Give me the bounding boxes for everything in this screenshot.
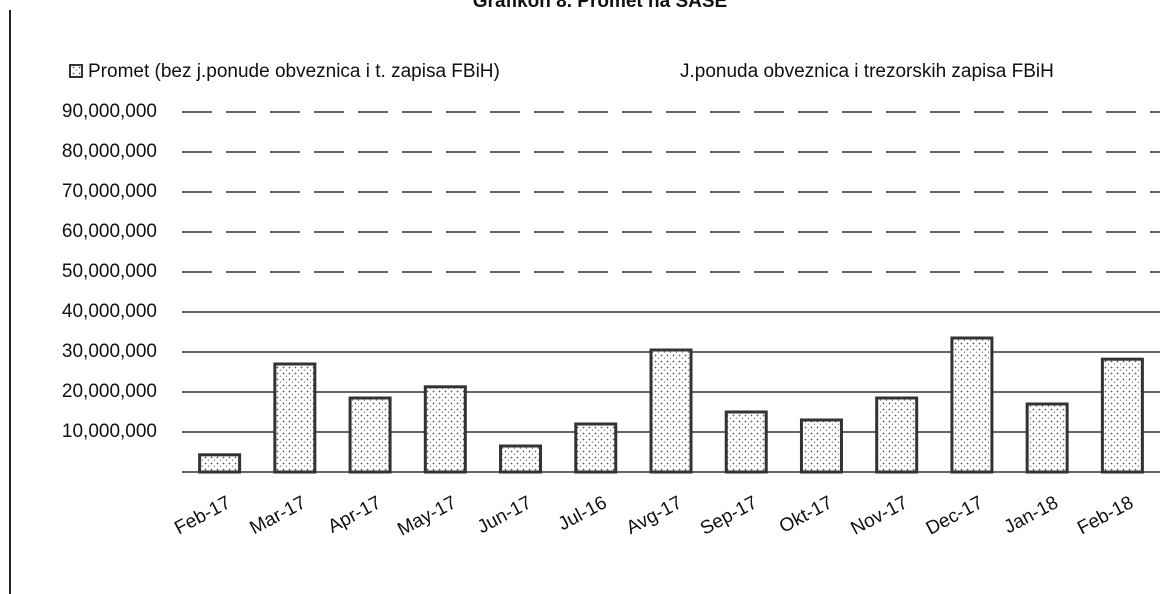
legend-swatch (663, 65, 675, 77)
bar (348, 396, 392, 474)
x-tick-label: Avg-17 (623, 492, 686, 539)
bar (649, 348, 693, 474)
x-tick-label: Jul-16 (555, 492, 611, 535)
x-tick-label: Feb-17 (171, 492, 234, 539)
x-tick-label: Mar-17 (247, 492, 310, 539)
y-tick-label: 40,000,000 (62, 301, 157, 322)
y-tick-label: 10,000,000 (62, 421, 157, 442)
bar (799, 418, 843, 474)
chart-title: Grafikon 8. Promet na SASE (473, 0, 727, 12)
bar (574, 422, 618, 474)
legend-swatch (69, 64, 83, 78)
bar (273, 362, 317, 474)
y-tick-label: 50,000,000 (62, 261, 157, 282)
bar (423, 385, 467, 474)
legend-label: J.ponuda obveznica i trezorskih zapisa F… (680, 61, 1054, 82)
bar (950, 336, 994, 474)
bar (724, 410, 768, 474)
y-tick-label: 60,000,000 (62, 221, 157, 242)
y-tick-label: 20,000,000 (62, 381, 157, 402)
x-tick-label: Nov-17 (847, 492, 911, 539)
bar (1100, 357, 1144, 474)
x-tick-label: Jan-18 (1001, 492, 1062, 538)
bar (875, 396, 919, 474)
x-tick-label: Apr-17 (325, 492, 385, 537)
x-tick-label: Okt-17 (776, 492, 836, 537)
x-tick-label: Jun-17 (474, 492, 535, 538)
y-tick-label: 80,000,000 (62, 141, 157, 162)
x-tick-label: Feb-18 (1074, 492, 1137, 539)
y-tick-label: 70,000,000 (62, 181, 157, 202)
y-tick-label: 90,000,000 (62, 101, 157, 122)
bar (1025, 402, 1069, 474)
x-tick-label: May-17 (394, 492, 460, 540)
x-tick-label: Dec-17 (923, 492, 987, 539)
y-tick-label: 30,000,000 (62, 341, 157, 362)
bar (198, 453, 242, 474)
bar (499, 444, 543, 474)
x-tick-label: Sep-17 (697, 492, 761, 539)
legend-label: Promet (bez j.ponude obveznica i t. zapi… (88, 61, 500, 82)
